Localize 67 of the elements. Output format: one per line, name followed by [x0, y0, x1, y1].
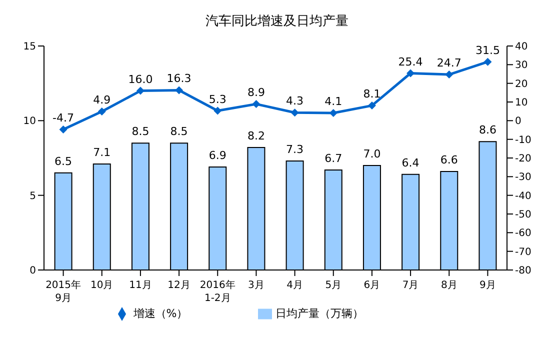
data-label: 6.7: [324, 152, 342, 165]
x-tick-label: 12月: [168, 280, 190, 291]
y2-tick-label: -70: [515, 246, 532, 258]
data-label: 31.5: [475, 44, 500, 57]
point: [98, 108, 106, 116]
data-label: 8.5: [170, 125, 188, 138]
x-tick-label: 4月: [286, 280, 303, 291]
y2-tick-label: 0: [515, 116, 522, 128]
x-tick-label: 2016年 1-2月: [200, 279, 236, 304]
point: [484, 58, 492, 66]
x-tick-label: 7月: [402, 280, 419, 291]
y-tick-label: 10: [23, 116, 36, 128]
y2-tick-label: -30: [515, 172, 532, 184]
data-label: 4.3: [286, 94, 304, 108]
data-label: 24.7: [436, 56, 462, 70]
point: [252, 100, 260, 108]
data-label: 6.5: [54, 154, 72, 168]
x-tick-label: 8月: [440, 280, 458, 291]
point: [59, 125, 68, 134]
point: [406, 69, 415, 78]
point: [445, 70, 454, 79]
data-label: 8.5: [132, 125, 150, 138]
data-label: 6.4: [402, 156, 420, 170]
data-label: -4.7: [52, 111, 74, 124]
data-label: 6.9: [208, 148, 226, 162]
data-label: 7.0: [363, 147, 381, 160]
y2-tick-label: 30: [515, 60, 528, 72]
legend-label: 日均产量（万辆）: [276, 307, 364, 320]
legend-label: 增速（%）: [133, 307, 188, 320]
y-tick-label: 15: [23, 42, 36, 53]
y2-tick-label: -80: [515, 266, 532, 277]
data-label: 4.9: [93, 94, 111, 107]
y-tick-label: 5: [30, 190, 36, 202]
y2-tick-label: -10: [515, 134, 532, 146]
y2-tick-label: 40: [515, 42, 528, 53]
x-tick-label: 6月: [364, 280, 380, 291]
point: [214, 106, 222, 115]
y2-tick-label: 10: [515, 98, 528, 109]
point: [175, 86, 184, 94]
x-tick-label: 5月: [325, 280, 342, 291]
data-label: 7.1: [93, 146, 111, 159]
data-label: 8.6: [478, 124, 496, 137]
data-label: 16.3: [166, 72, 192, 86]
data-label: 25.4: [398, 55, 423, 68]
x-tick-label: 3月: [248, 280, 264, 291]
x-tick-label: 10月: [90, 280, 114, 291]
y2-tick-label: -60: [515, 228, 532, 240]
data-label: 6.6: [440, 153, 458, 166]
x-tick-label: 2015年 9月: [46, 279, 82, 304]
x-tick-label: 9月: [480, 280, 496, 291]
data-label: 8.1: [363, 88, 381, 101]
data-label: 8.9: [247, 86, 265, 100]
chart-title: 汽车同比增速及日均产量: [204, 13, 350, 31]
y2-tick-label: -40: [515, 190, 532, 202]
point: [290, 108, 299, 117]
point: [136, 86, 144, 95]
data-label: 5.3: [208, 92, 226, 106]
point: [368, 102, 376, 110]
data-label: 8.2: [247, 130, 265, 143]
x-tick-label: 11月: [129, 280, 152, 291]
y2-tick-label: -20: [515, 154, 532, 165]
data-label: 16.0: [128, 72, 153, 86]
y2-tick-label: -50: [515, 210, 532, 221]
y2-tick-label: 20: [515, 78, 528, 90]
data-label: 4.1: [324, 95, 342, 108]
y-tick-label: 0: [30, 266, 36, 277]
data-label: 7.3: [286, 142, 304, 156]
